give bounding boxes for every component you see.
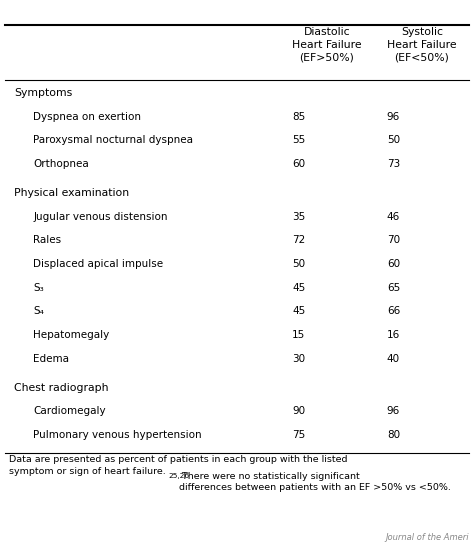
- Text: 45: 45: [292, 306, 305, 316]
- Text: 50: 50: [387, 135, 400, 145]
- Text: 85: 85: [292, 112, 305, 122]
- Text: 35: 35: [292, 212, 305, 222]
- Text: Journal of the Ameri: Journal of the Ameri: [386, 534, 469, 542]
- Text: 16: 16: [387, 330, 400, 340]
- Text: 90: 90: [292, 406, 305, 416]
- Text: 30: 30: [292, 354, 305, 364]
- Text: 65: 65: [387, 283, 400, 293]
- Text: Symptoms: Symptoms: [14, 88, 73, 98]
- Text: Systolic
Heart Failure
(EF<50%): Systolic Heart Failure (EF<50%): [387, 27, 456, 63]
- Text: 60: 60: [387, 259, 400, 269]
- Text: 66: 66: [387, 306, 400, 316]
- Text: 70: 70: [387, 235, 400, 245]
- Text: Paroxysmal nocturnal dyspnea: Paroxysmal nocturnal dyspnea: [33, 135, 193, 145]
- Text: Chest radiograph: Chest radiograph: [14, 383, 109, 393]
- Text: Hepatomegaly: Hepatomegaly: [33, 330, 109, 340]
- Text: Cardiomegaly: Cardiomegaly: [33, 406, 106, 416]
- Text: S₄: S₄: [33, 306, 44, 316]
- Text: Diastolic
Heart Failure
(EF>50%): Diastolic Heart Failure (EF>50%): [292, 27, 362, 63]
- Text: 25,26: 25,26: [168, 473, 189, 479]
- Text: There were no statistically significant
differences between patients with an EF : There were no statistically significant …: [179, 472, 451, 492]
- Text: 50: 50: [292, 259, 305, 269]
- Text: Rales: Rales: [33, 235, 61, 245]
- Text: Orthopnea: Orthopnea: [33, 159, 89, 169]
- Text: 72: 72: [292, 235, 305, 245]
- Text: 60: 60: [292, 159, 305, 169]
- Text: Physical examination: Physical examination: [14, 188, 129, 198]
- Text: 40: 40: [387, 354, 400, 364]
- Text: 80: 80: [387, 430, 400, 440]
- Text: 96: 96: [387, 406, 400, 416]
- Text: S₃: S₃: [33, 283, 44, 293]
- Text: 73: 73: [387, 159, 400, 169]
- Text: 55: 55: [292, 135, 305, 145]
- Text: Dyspnea on exertion: Dyspnea on exertion: [33, 112, 141, 122]
- Text: Displaced apical impulse: Displaced apical impulse: [33, 259, 164, 269]
- Text: Pulmonary venous hypertension: Pulmonary venous hypertension: [33, 430, 202, 440]
- Text: Data are presented as percent of patients in each group with the listed
symptom : Data are presented as percent of patient…: [9, 455, 348, 476]
- Text: 45: 45: [292, 283, 305, 293]
- Text: Jugular venous distension: Jugular venous distension: [33, 212, 168, 222]
- Text: 96: 96: [387, 112, 400, 122]
- Text: Edema: Edema: [33, 354, 69, 364]
- Text: 75: 75: [292, 430, 305, 440]
- Text: 46: 46: [387, 212, 400, 222]
- Text: 15: 15: [292, 330, 305, 340]
